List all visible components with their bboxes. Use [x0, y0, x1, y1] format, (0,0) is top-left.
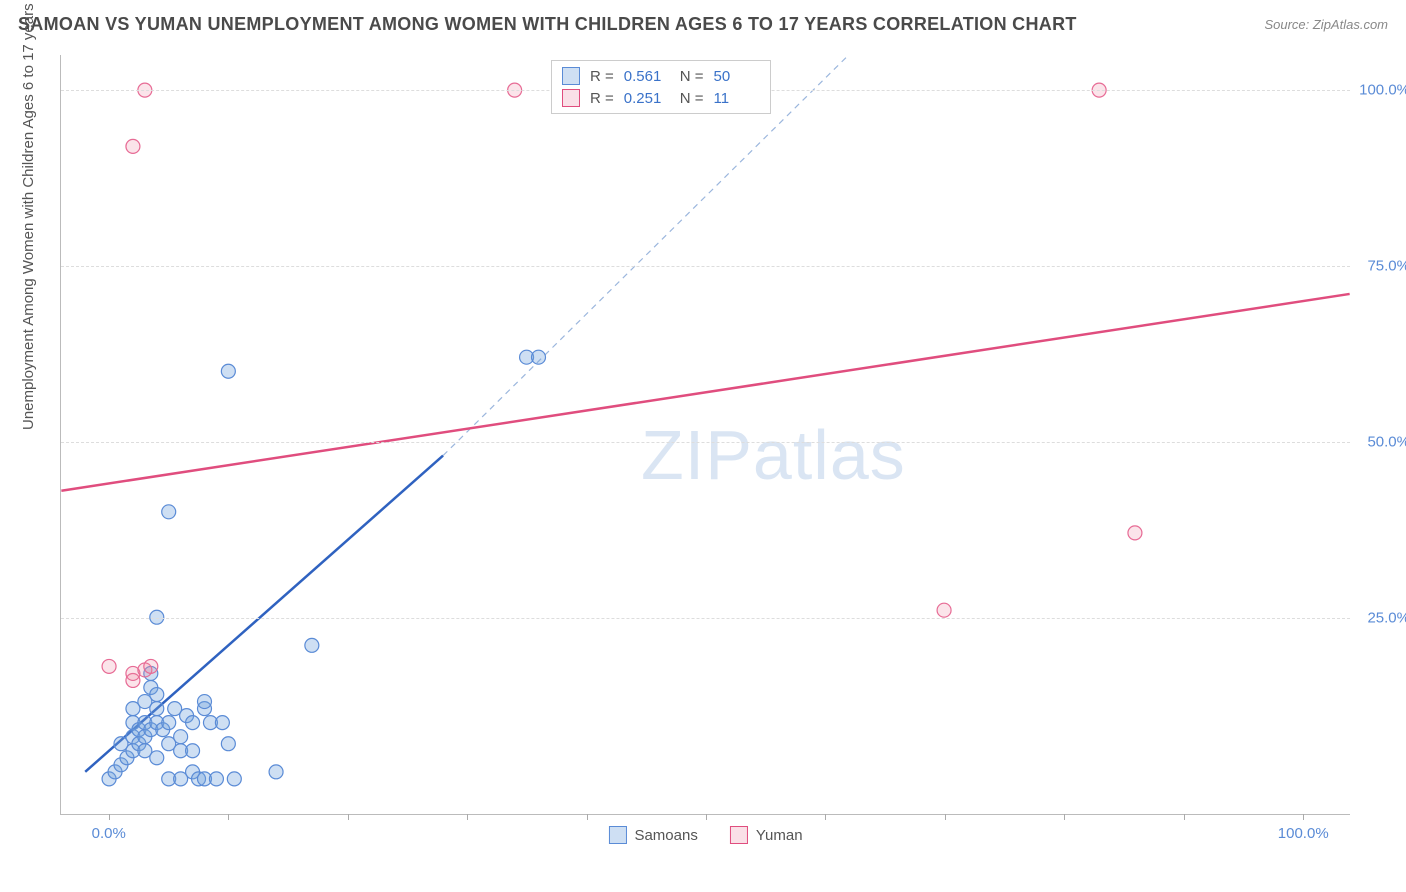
legend-r-label: R =: [590, 90, 614, 107]
legend-row: R = 0.251 N = 11: [562, 87, 760, 109]
y-tick-label: 25.0%: [1367, 609, 1406, 626]
x-tick: [348, 814, 349, 820]
y-axis-label: Unemployment Among Women with Children A…: [20, 3, 37, 430]
x-tick: [945, 814, 946, 820]
x-tick-label: 100.0%: [1278, 825, 1329, 842]
legend-r-label: R =: [590, 68, 614, 85]
legend-row: R = 0.561 N = 50: [562, 65, 760, 87]
legend-r-value: 0.561: [624, 68, 670, 85]
legend-item: Yuman: [730, 826, 803, 844]
legend-n-value: 50: [714, 68, 760, 85]
x-tick: [1303, 814, 1304, 820]
x-tick: [228, 814, 229, 820]
x-tick: [109, 814, 110, 820]
gridline: [61, 618, 1350, 619]
title-bar: SAMOAN VS YUMAN UNEMPLOYMENT AMONG WOMEN…: [18, 14, 1388, 35]
legend-label: Yuman: [756, 827, 803, 844]
legend-correlation: R = 0.561 N = 50 R = 0.251 N = 11: [551, 60, 771, 114]
x-tick: [1064, 814, 1065, 820]
gridline: [61, 266, 1350, 267]
legend-n-value: 11: [714, 90, 760, 107]
legend-n-label: N =: [680, 68, 704, 85]
legend-swatch: [562, 67, 580, 85]
x-tick: [1184, 814, 1185, 820]
legend-swatch: [562, 89, 580, 107]
legend-swatch: [730, 826, 748, 844]
chart-svg: [61, 55, 1350, 814]
x-tick: [825, 814, 826, 820]
y-tick-label: 100.0%: [1359, 82, 1406, 99]
chart-title: SAMOAN VS YUMAN UNEMPLOYMENT AMONG WOMEN…: [18, 14, 1077, 35]
legend-item: Samoans: [608, 826, 697, 844]
x-tick: [467, 814, 468, 820]
x-tick: [706, 814, 707, 820]
gridline: [61, 442, 1350, 443]
x-tick: [587, 814, 588, 820]
y-tick-label: 75.0%: [1367, 258, 1406, 275]
legend-swatch: [608, 826, 626, 844]
legend-r-value: 0.251: [624, 90, 670, 107]
y-tick-label: 50.0%: [1367, 434, 1406, 451]
plot-area: ZIPatlas R = 0.561 N = 50 R = 0.251 N = …: [60, 55, 1350, 815]
legend-n-label: N =: [680, 90, 704, 107]
x-tick-label: 0.0%: [92, 825, 126, 842]
legend-series: Samoans Yuman: [608, 826, 802, 844]
source-label: Source: ZipAtlas.com: [1264, 17, 1388, 32]
legend-label: Samoans: [634, 827, 697, 844]
